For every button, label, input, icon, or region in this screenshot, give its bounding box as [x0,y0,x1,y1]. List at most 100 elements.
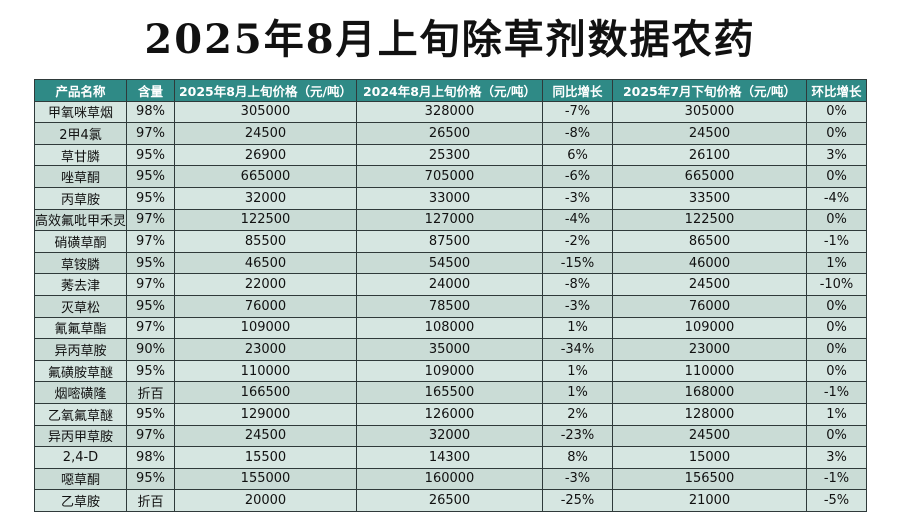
cell-price-2025-aug: 22000 [174,273,357,296]
header-yoy-growth: 同比增长 [542,79,613,102]
cell-yoy-growth: -23% [542,424,613,448]
cell-price-2024-aug: 705000 [356,165,543,188]
cell-product-name: 氟磺胺草醚 [34,359,127,383]
cell-price-2025-jul: 24500 [612,122,807,145]
cell-price-2025-jul: 156500 [612,467,807,491]
table-row: 灭草松 95% 76000 78500 -3% 76000 0% [34,294,867,318]
header-price-2025-aug: 2025年8月上旬价格（元/吨） [174,79,357,102]
cell-mom-growth: 0% [806,338,867,361]
cell-price-2025-jul: 128000 [612,402,807,426]
cell-content: 95% [126,402,175,426]
cell-yoy-growth: -2% [542,230,613,253]
page-title: 2025年8月上旬除草剂数据农药 [144,16,756,63]
cell-product-name: 氰氟草酯 [34,316,127,340]
cell-mom-growth: 1% [806,402,867,426]
header-content: 含量 [126,79,175,102]
cell-yoy-growth: -3% [542,294,613,318]
cell-price-2025-aug: 26900 [174,143,357,167]
cell-price-2025-aug: 46500 [174,251,357,275]
cell-content: 97% [126,230,175,253]
cell-yoy-growth: -34% [542,338,613,361]
cell-content: 折百 [126,489,175,512]
cell-content: 折百 [126,381,175,404]
cell-price-2024-aug: 87500 [356,230,543,253]
cell-mom-growth: -10% [806,273,867,296]
cell-product-name: 硝磺草酮 [34,230,127,253]
cell-price-2024-aug: 33000 [356,186,543,210]
cell-mom-growth: 0% [806,208,867,232]
cell-price-2025-aug: 155000 [174,467,357,491]
cell-price-2024-aug: 26500 [356,489,543,512]
cell-price-2025-aug: 32000 [174,186,357,210]
cell-price-2024-aug: 35000 [356,338,543,361]
cell-price-2024-aug: 14300 [356,446,543,469]
cell-mom-growth: 0% [806,165,867,188]
cell-yoy-growth: 6% [542,143,613,167]
cell-yoy-growth: 1% [542,381,613,404]
cell-price-2024-aug: 54500 [356,251,543,275]
cell-product-name: 甲氧咪草烟 [34,100,127,124]
cell-price-2024-aug: 25300 [356,143,543,167]
cell-yoy-growth: -8% [542,273,613,296]
cell-product-name: 莠去津 [34,273,127,296]
cell-price-2025-aug: 15500 [174,446,357,469]
cell-yoy-growth: 2% [542,402,613,426]
cell-price-2025-jul: 86500 [612,230,807,253]
cell-price-2024-aug: 78500 [356,294,543,318]
cell-content: 95% [126,251,175,275]
cell-product-name: 噁草酮 [34,467,127,491]
cell-content: 95% [126,359,175,383]
cell-yoy-growth: -4% [542,208,613,232]
cell-yoy-growth: 1% [542,316,613,340]
cell-mom-growth: -1% [806,381,867,404]
price-table: 产品名称 含量 2025年8月上旬价格（元/吨） 2024年8月上旬价格（元/吨） 同比… [34,79,867,512]
cell-product-name: 乙草胺 [34,489,127,512]
cell-price-2025-aug: 109000 [174,316,357,340]
cell-mom-growth: -1% [806,467,867,491]
cell-price-2025-jul: 46000 [612,251,807,275]
cell-content: 95% [126,165,175,188]
cell-yoy-growth: 8% [542,446,613,469]
cell-price-2025-jul: 15000 [612,446,807,469]
cell-content: 97% [126,122,175,145]
header-price-2024-aug: 2024年8月上旬价格（元/吨） [356,79,543,102]
table-row: 莠去津 97% 22000 24000 -8% 24500 -10% [34,273,867,296]
cell-mom-growth: 0% [806,294,867,318]
cell-product-name: 异丙草胺 [34,338,127,361]
cell-price-2025-jul: 21000 [612,489,807,512]
cell-product-name: 烟嘧磺隆 [34,381,127,404]
cell-price-2025-aug: 85500 [174,230,357,253]
cell-price-2024-aug: 165500 [356,381,543,404]
table-body: 甲氧咪草烟 98% 305000 328000 -7% 305000 0% 2甲4氯 97% 24… [34,100,867,512]
cell-content: 90% [126,338,175,361]
header-mom-growth: 环比增长 [806,79,867,102]
cell-price-2025-aug: 110000 [174,359,357,383]
cell-content: 95% [126,294,175,318]
cell-price-2025-aug: 122500 [174,208,357,232]
table-row: 甲氧咪草烟 98% 305000 328000 -7% 305000 0% [34,100,867,124]
cell-yoy-growth: -25% [542,489,613,512]
table-row: 草甘膦 95% 26900 25300 6% 26100 3% [34,143,867,167]
cell-yoy-growth: -8% [542,122,613,145]
cell-price-2024-aug: 126000 [356,402,543,426]
cell-content: 95% [126,143,175,167]
cell-price-2025-aug: 24500 [174,424,357,448]
table-row: 乙草胺 折百 20000 26500 -25% 21000 -5% [34,489,867,512]
table-row: 唑草酮 95% 665000 705000 -6% 665000 0% [34,165,867,188]
cell-product-name: 丙草胺 [34,186,127,210]
cell-mom-growth: 0% [806,359,867,383]
cell-price-2025-jul: 26100 [612,143,807,167]
cell-price-2025-aug: 166500 [174,381,357,404]
cell-price-2024-aug: 109000 [356,359,543,383]
cell-yoy-growth: -3% [542,467,613,491]
cell-yoy-growth: -7% [542,100,613,124]
cell-price-2025-aug: 665000 [174,165,357,188]
cell-mom-growth: 0% [806,100,867,124]
cell-product-name: 2,4-D [34,446,127,469]
cell-price-2025-jul: 24500 [612,273,807,296]
cell-product-name: 高效氟吡甲禾灵 [34,208,127,232]
table-row: 噁草酮 95% 155000 160000 -3% 156500 -1% [34,467,867,491]
table-row: 2,4-D 98% 15500 14300 8% 15000 3% [34,446,867,469]
cell-price-2025-jul: 76000 [612,294,807,318]
cell-content: 98% [126,100,175,124]
